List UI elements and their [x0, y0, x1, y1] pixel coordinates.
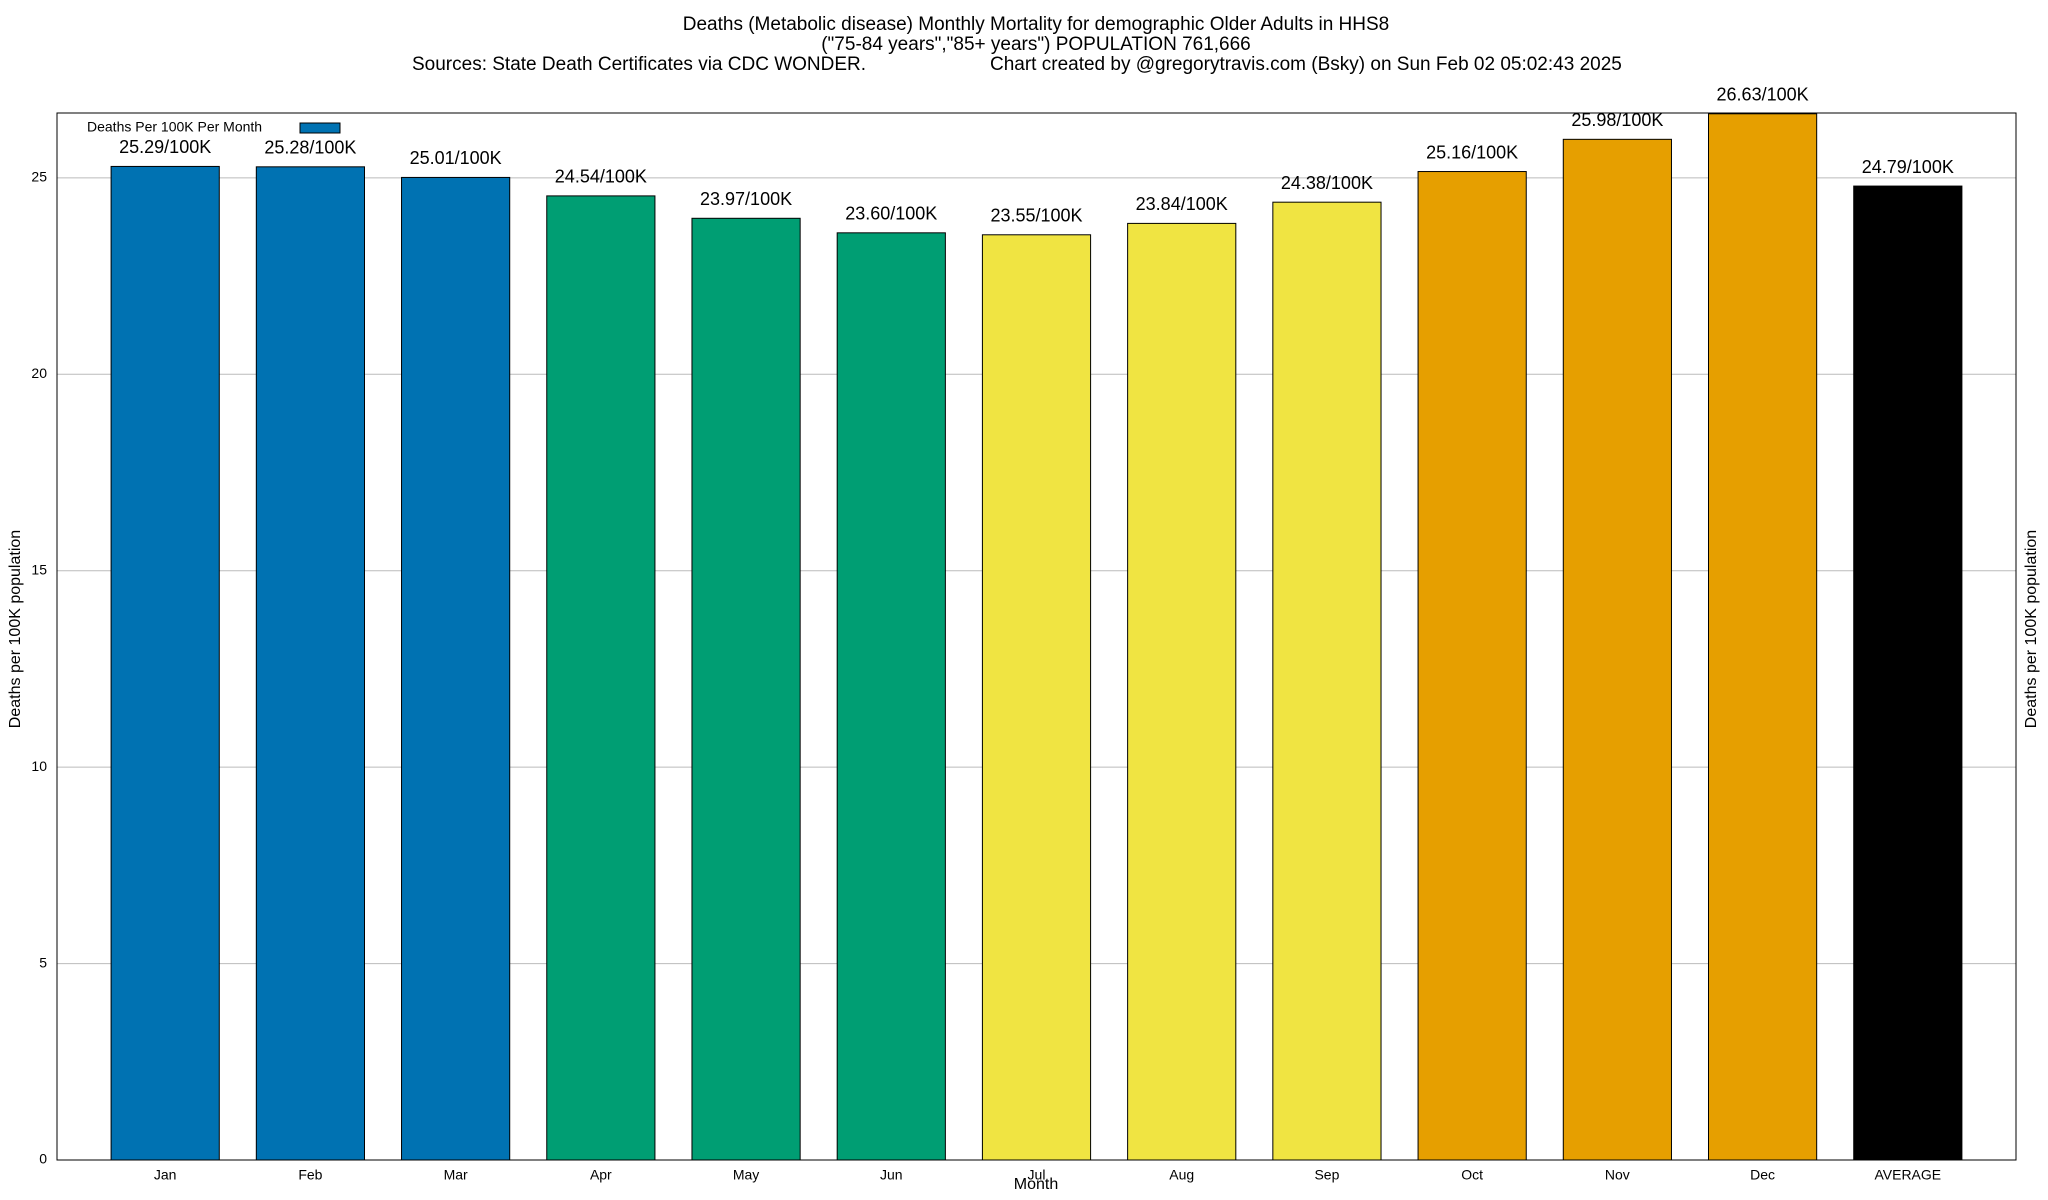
bar — [255, 166, 366, 1161]
x-tick-label: Oct — [1461, 1167, 1483, 1183]
x-tick-label: May — [733, 1167, 759, 1183]
data-label: 25.28/100K — [264, 138, 356, 158]
legend-label: Deaths Per 100K Per Month — [87, 119, 262, 135]
x-tick-label: Jan — [154, 1167, 177, 1183]
y-tick-label: 25 — [31, 169, 47, 185]
y-tick-label: 15 — [31, 561, 47, 577]
data-label: 25.29/100K — [119, 137, 211, 157]
bar — [1707, 113, 1818, 1161]
bar — [981, 234, 1092, 1161]
legend-swatch — [299, 122, 341, 134]
bar — [1853, 185, 1963, 1161]
bar — [836, 232, 946, 1161]
x-tick-label: Sep — [1314, 1167, 1339, 1183]
x-axis-label: Month — [1014, 1176, 1058, 1193]
x-tick-label: Jun — [880, 1167, 903, 1183]
x-tick-label: Jul — [1028, 1167, 1046, 1183]
y-tick-label: 10 — [31, 758, 47, 774]
x-tick-label: Dec — [1750, 1167, 1775, 1183]
sources: Sources: State Death Certificates via CD… — [412, 54, 866, 75]
data-label: 25.16/100K — [1426, 142, 1518, 162]
x-tick-label: Mar — [444, 1167, 468, 1183]
y-tick-label: 0 — [39, 1151, 47, 1167]
bar — [1417, 171, 1527, 1161]
data-label: 24.79/100K — [1862, 157, 1954, 177]
x-tick-label: Feb — [298, 1167, 322, 1183]
data-label: 26.63/100K — [1717, 85, 1809, 105]
chart-title: Deaths (Metabolic disease) Monthly Morta… — [683, 14, 1389, 35]
y-tick-label: 20 — [31, 365, 47, 381]
bar — [691, 217, 801, 1161]
bar — [1127, 222, 1237, 1161]
data-label: 24.38/100K — [1281, 173, 1373, 193]
data-label: 25.98/100K — [1571, 110, 1663, 130]
credit: Chart created by @gregorytravis.com (Bsk… — [990, 54, 1622, 75]
data-label: 23.55/100K — [990, 206, 1082, 226]
bar — [401, 176, 511, 1161]
bar — [1562, 138, 1672, 1161]
y-axis-label: Deaths per 100K population — [7, 530, 24, 728]
chart-subtitle: ("75-84 years","85+ years") POPULATION 7… — [821, 34, 1251, 55]
x-tick-label: Aug — [1169, 1167, 1194, 1183]
x-tick-label: Nov — [1605, 1167, 1630, 1183]
data-label: 23.97/100K — [700, 189, 792, 209]
y-tick-label: 5 — [39, 954, 47, 970]
bar — [1272, 201, 1382, 1161]
x-tick-label: AVERAGE — [1874, 1167, 1941, 1183]
y-axis-label-right: Deaths per 100K population — [2023, 530, 2040, 728]
bar — [110, 165, 220, 1161]
data-label: 25.01/100K — [410, 148, 502, 168]
data-label: 24.54/100K — [555, 167, 647, 187]
data-label: 23.84/100K — [1136, 194, 1228, 214]
data-label: 23.60/100K — [845, 204, 937, 224]
x-tick-label: Apr — [590, 1167, 612, 1183]
bar — [546, 195, 656, 1161]
